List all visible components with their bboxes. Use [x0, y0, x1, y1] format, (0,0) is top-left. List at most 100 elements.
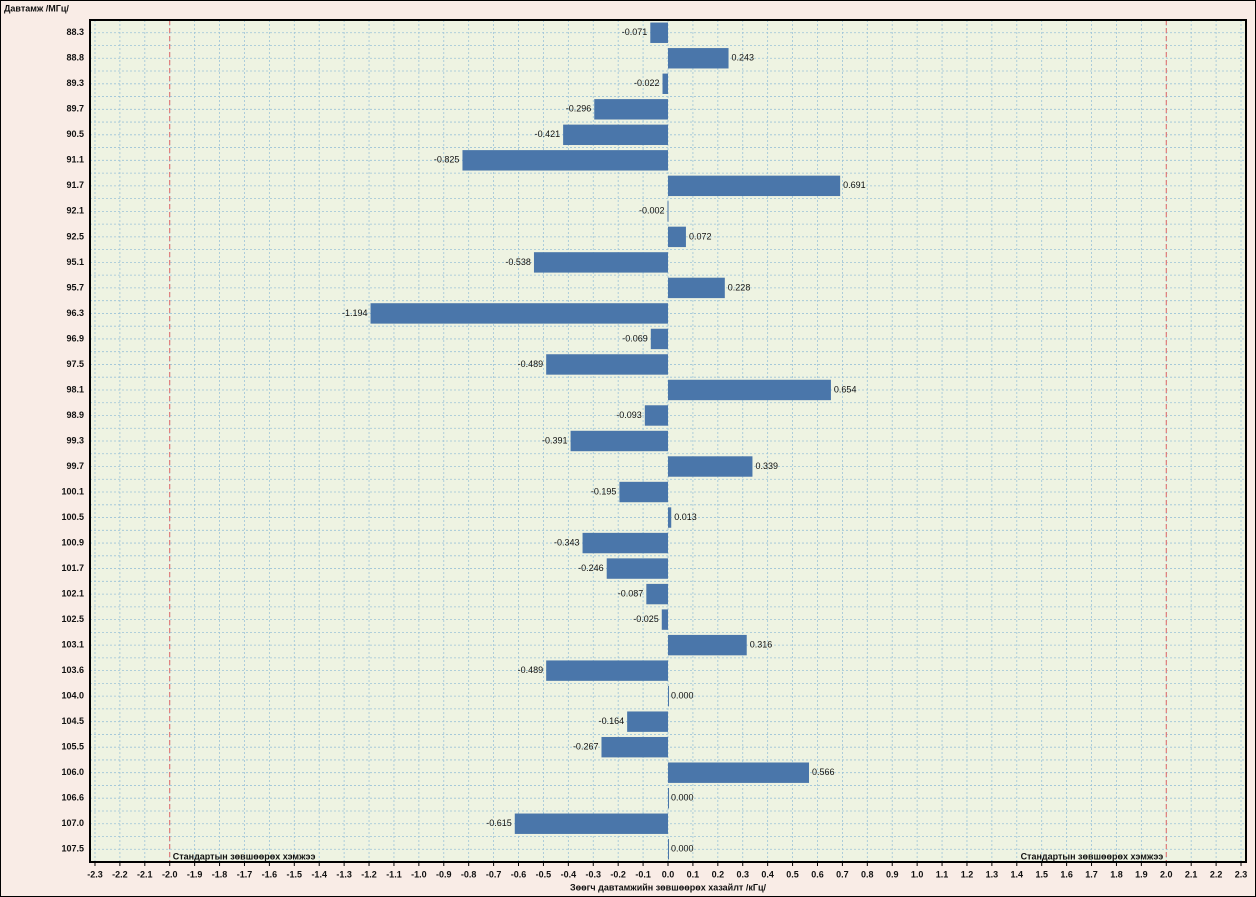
bar — [667, 201, 669, 222]
bar — [594, 99, 668, 120]
y-tick-label: 101.7 — [61, 563, 84, 573]
bar — [644, 405, 668, 426]
value-label: 0.000 — [671, 844, 694, 854]
value-label: -0.421 — [535, 129, 561, 139]
value-label: 0.339 — [755, 461, 778, 471]
y-tick-label: 106.0 — [61, 767, 84, 777]
value-label: -0.071 — [622, 27, 648, 37]
y-tick-label: 95.7 — [66, 282, 84, 292]
x-tick-label: 1.7 — [1085, 869, 1098, 879]
value-label: -1.194 — [342, 308, 368, 318]
y-tick-label: 95.1 — [66, 257, 84, 267]
y-tick-label: 100.1 — [61, 486, 84, 496]
bar — [668, 175, 841, 197]
limit-label: Стандартын зөвшөөрөх хэмжээ — [1021, 851, 1164, 861]
x-tick-label: 0.6 — [811, 869, 824, 879]
y-tick-label: 107.0 — [61, 818, 84, 828]
value-label: 0.000 — [671, 793, 694, 803]
y-tick-label: 104.5 — [61, 716, 84, 726]
bar — [662, 73, 668, 94]
value-label: 0.228 — [728, 282, 751, 292]
x-tick-label: 0.5 — [786, 869, 799, 879]
x-tick-label: -1.2 — [361, 869, 377, 879]
bar — [668, 379, 831, 401]
x-tick-label: -1.6 — [262, 869, 278, 879]
bar — [533, 252, 668, 273]
x-tick-label: 2.1 — [1185, 869, 1198, 879]
y-tick-label: 88.3 — [66, 27, 84, 37]
value-label: -0.022 — [634, 78, 660, 88]
bar — [570, 430, 668, 452]
x-tick-label: 1.3 — [986, 869, 999, 879]
value-label: 0.013 — [674, 512, 697, 522]
x-tick-label: 0.9 — [886, 869, 899, 879]
x-tick-label: 2.2 — [1210, 869, 1223, 879]
value-label: -0.093 — [616, 410, 642, 420]
value-label: 0.072 — [689, 231, 712, 241]
y-tick-label: 91.1 — [66, 155, 84, 165]
x-tick-label: 1.5 — [1035, 869, 1048, 879]
x-tick-label: 0.8 — [861, 869, 874, 879]
value-label: -0.164 — [599, 716, 625, 726]
x-tick-label: 1.8 — [1110, 869, 1123, 879]
bar — [650, 328, 668, 350]
bar — [668, 685, 669, 707]
y-tick-label: 90.5 — [66, 129, 84, 139]
value-label: -0.267 — [573, 742, 599, 752]
bar — [668, 839, 669, 860]
bar — [462, 150, 668, 171]
value-label: -0.825 — [434, 155, 460, 165]
y-tick-label: 88.8 — [66, 53, 84, 63]
x-tick-label: -0.7 — [486, 869, 502, 879]
x-tick-label: 1.4 — [1011, 869, 1024, 879]
bar — [646, 583, 668, 605]
x-tick-label: -2.1 — [137, 869, 153, 879]
value-label: -0.069 — [622, 333, 648, 343]
bar — [514, 813, 668, 834]
value-label: -0.025 — [633, 614, 659, 624]
x-axis-title: Зөөгч давтамжийн зөвшөөрөх хазайлт /кГц/ — [570, 882, 766, 892]
x-tick-label: -0.6 — [511, 869, 527, 879]
y-tick-label: 91.7 — [66, 180, 84, 190]
bar — [668, 277, 725, 299]
value-label: -0.195 — [591, 486, 617, 496]
bar — [668, 456, 753, 477]
value-label: -0.087 — [618, 588, 644, 598]
x-tick-label: -1.4 — [311, 869, 327, 879]
x-tick-label: 0.1 — [687, 869, 700, 879]
y-tick-label: 97.5 — [66, 359, 84, 369]
x-tick-label: -0.9 — [436, 869, 452, 879]
x-tick-label: 1.2 — [961, 869, 974, 879]
bar — [563, 124, 668, 146]
y-tick-label: 104.0 — [61, 691, 84, 701]
y-tick-label: 107.5 — [61, 844, 84, 854]
bar — [627, 711, 668, 732]
plot-frame — [89, 19, 1247, 863]
x-tick-label: -2.0 — [162, 869, 178, 879]
x-tick-label: 1.1 — [936, 869, 949, 879]
bar — [370, 303, 668, 324]
value-label: -0.538 — [505, 257, 531, 267]
value-label: -0.002 — [639, 206, 665, 216]
y-tick-label: 103.1 — [61, 639, 84, 649]
x-tick-label: -1.7 — [237, 869, 253, 879]
y-tick-label: 102.1 — [61, 588, 84, 598]
value-label: 0.566 — [812, 767, 835, 777]
x-tick-label: 0.7 — [836, 869, 849, 879]
y-axis-title: Давтамж /МГц/ — [4, 3, 69, 13]
x-tick-label: -0.5 — [536, 869, 552, 879]
x-tick-label: -1.8 — [212, 869, 228, 879]
bar — [668, 48, 729, 69]
value-label: -0.489 — [518, 359, 544, 369]
y-tick-label: 106.6 — [61, 793, 84, 803]
y-tick-label: 96.9 — [66, 333, 84, 343]
x-tick-label: -1.9 — [187, 869, 203, 879]
bar — [661, 609, 668, 630]
y-tick-label: 99.3 — [66, 435, 84, 445]
bar — [619, 481, 668, 503]
y-tick-label: 103.6 — [61, 665, 84, 675]
value-label: -0.296 — [566, 104, 592, 114]
y-tick-label: 89.3 — [66, 78, 84, 88]
y-tick-label: 98.1 — [66, 384, 84, 394]
